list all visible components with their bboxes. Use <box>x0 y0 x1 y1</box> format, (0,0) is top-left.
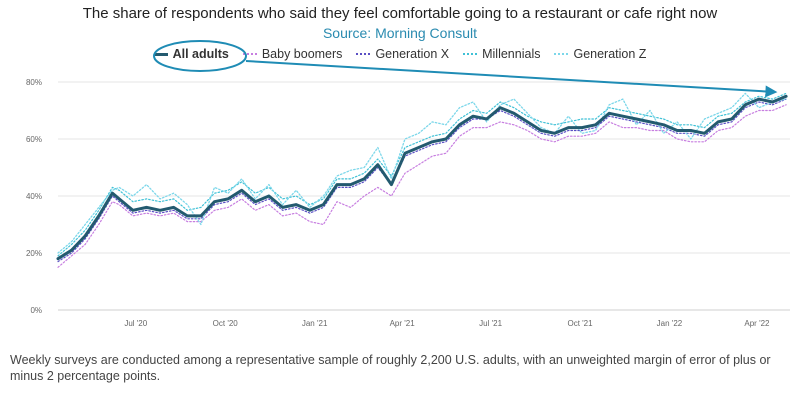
x-axis-ticks: Jul '20 Oct '20 Jan '21 Apr '21 Jul '21 Oct '… <box>124 319 770 328</box>
series-line-generation-x <box>57 98 787 263</box>
legend-label-millennials: Millennials <box>482 47 541 61</box>
legend-swatch-generation-z <box>554 53 569 55</box>
x-tick-label: Oct '21 <box>567 319 593 328</box>
legend: All adults Baby boomers Generation X Mil… <box>0 47 800 61</box>
legend-item-all-adults[interactable]: All adults <box>153 47 229 61</box>
y-axis-ticks: 0% 20% 40% 60% 80% <box>26 78 42 315</box>
series-line-generation-z <box>57 92 787 254</box>
x-tick-label: Apr '21 <box>390 319 416 328</box>
legend-label-all-adults: All adults <box>172 47 229 61</box>
series-line-baby-boomers <box>57 104 787 268</box>
x-tick-label: Jul '21 <box>479 319 502 328</box>
y-tick-label: 20% <box>26 249 42 258</box>
series-line-all-adults <box>56 94 788 261</box>
legend-label-baby-boomers: Baby boomers <box>261 47 343 61</box>
y-tick-label: 40% <box>26 192 42 201</box>
y-tick-label: 60% <box>26 135 42 144</box>
series-lines <box>56 92 788 268</box>
series-line-millennials <box>57 92 787 257</box>
legend-label-generation-z: Generation Z <box>573 47 647 61</box>
legend-item-baby-boomers[interactable]: Baby boomers <box>242 47 343 61</box>
x-tick-label: Jan '22 <box>657 319 683 328</box>
footnote: Weekly surveys are conducted among a rep… <box>10 353 771 383</box>
chart-subtitle: Source: Morning Consult <box>322 25 478 41</box>
annotation-arrow <box>245 60 778 98</box>
x-tick-label: Jul '20 <box>124 319 147 328</box>
gridlines <box>58 81 790 311</box>
legend-swatch-millennials <box>463 53 478 55</box>
annotation <box>153 40 778 98</box>
legend-item-generation-x[interactable]: Generation X <box>356 47 449 61</box>
y-tick-label: 0% <box>30 306 42 315</box>
x-tick-label: Jan '21 <box>302 319 328 328</box>
legend-item-generation-z[interactable]: Generation Z <box>554 47 646 61</box>
legend-swatch-generation-x <box>356 53 371 55</box>
x-tick-label: Apr '22 <box>744 319 770 328</box>
x-tick-label: Oct '20 <box>213 319 239 328</box>
chart-title: The share of respondents who said they f… <box>82 5 718 22</box>
legend-swatch-all-adults <box>153 52 168 56</box>
y-tick-label: 80% <box>26 78 42 87</box>
annotation-circle <box>153 40 247 72</box>
legend-label-generation-x: Generation X <box>375 47 450 61</box>
legend-swatch-baby-boomers <box>242 53 257 55</box>
legend-item-millennials[interactable]: Millennials <box>463 47 540 61</box>
